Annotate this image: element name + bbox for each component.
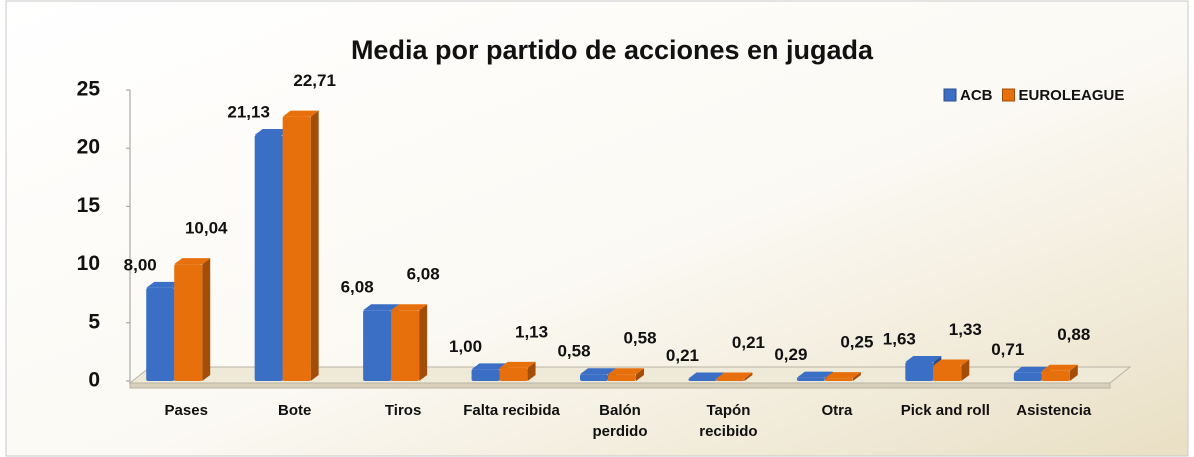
bar-front <box>933 365 962 381</box>
bar-top <box>716 372 753 379</box>
bar <box>174 258 211 381</box>
data-label: 1,63 <box>883 330 916 349</box>
bar-top <box>824 372 861 379</box>
bar-side <box>852 372 861 381</box>
bar-side <box>419 304 428 381</box>
bar-side <box>1069 364 1078 381</box>
bar-top <box>905 356 942 363</box>
bar-front <box>905 362 934 381</box>
data-label: 0,58 <box>557 342 590 361</box>
bar-side <box>744 372 753 381</box>
legend-label: ACB <box>960 87 993 104</box>
bar <box>499 361 536 381</box>
bar-top <box>499 361 536 368</box>
data-label: 21,13 <box>227 103 270 122</box>
data-label: 1,13 <box>515 322 548 341</box>
x-tick-label: Tiros <box>384 402 422 419</box>
bar-front <box>146 287 175 381</box>
bar-front <box>254 135 283 381</box>
bar <box>608 368 644 381</box>
data-label: 0,29 <box>774 345 807 364</box>
bar-front <box>363 310 392 381</box>
bar-front <box>716 378 745 381</box>
data-label: 0,71 <box>991 340 1024 359</box>
bar-side <box>636 368 644 381</box>
legend-swatch <box>943 88 957 102</box>
bar-front <box>688 378 717 381</box>
bar-top <box>608 368 644 375</box>
y-tick-label: 20 <box>77 136 100 159</box>
bar-top <box>174 258 211 265</box>
data-label: 0,88 <box>1057 325 1090 344</box>
bar-side <box>961 359 970 381</box>
bar-top <box>391 304 428 311</box>
bar <box>716 372 753 381</box>
data-label: 1,33 <box>949 320 982 339</box>
floor-edge <box>129 382 1111 389</box>
legend-label: EUROLEAGUE <box>1019 87 1125 104</box>
bar-front <box>499 367 528 381</box>
data-label: 6,08 <box>341 278 374 297</box>
data-label: 22,71 <box>293 71 336 90</box>
bar-side <box>202 258 211 381</box>
chart-title: Media por partido de acciones en jugada <box>351 35 874 65</box>
bar-top <box>1013 366 1050 373</box>
data-label: 6,08 <box>407 265 440 284</box>
y-tick-label: 15 <box>77 194 101 217</box>
x-tick-label: Tapón recibido <box>699 402 758 440</box>
bar-front <box>608 374 636 381</box>
bar-front <box>174 264 203 381</box>
bar <box>391 304 428 381</box>
bar-top <box>688 372 725 379</box>
bar-side <box>527 361 536 381</box>
x-tick-label: Asistencia <box>1016 402 1092 419</box>
bar <box>933 359 970 381</box>
bar <box>282 110 319 381</box>
bar <box>1041 364 1078 381</box>
x-tick-label: Bote <box>277 402 312 419</box>
data-label: 8,00 <box>124 255 157 274</box>
y-tick-label: 10 <box>77 252 100 275</box>
bar-front <box>824 378 853 381</box>
bar <box>824 372 861 381</box>
legend-swatch <box>1002 88 1015 102</box>
bar-front <box>796 377 825 381</box>
x-tick-label: Falta recibida <box>463 402 560 419</box>
bar-top <box>282 110 319 117</box>
x-tick-label: Balón perdido <box>592 402 648 440</box>
data-label: 1,00 <box>449 337 482 356</box>
bar-top <box>580 368 616 375</box>
x-tick-label: Pases <box>164 402 208 419</box>
x-tick-label: Pick and roll <box>900 402 990 419</box>
bar-front <box>391 310 420 381</box>
bar-top <box>363 304 400 311</box>
y-tick-label: 5 <box>88 310 100 333</box>
bar-front <box>580 374 608 381</box>
data-label: 0,21 <box>732 333 765 352</box>
data-label: 0,58 <box>623 329 656 348</box>
y-tick-label: 0 <box>88 369 100 392</box>
bar <box>580 368 616 381</box>
bar-top <box>933 359 970 366</box>
bar-front <box>282 116 311 381</box>
y-tick-label: 25 <box>77 78 101 101</box>
data-label: 0,21 <box>666 346 699 365</box>
data-label: 0,25 <box>840 333 873 352</box>
bar-top <box>796 371 833 378</box>
bar-front <box>1041 370 1070 381</box>
bar-front <box>1013 372 1042 381</box>
bar-front <box>471 369 500 381</box>
data-label: 10,04 <box>185 219 228 238</box>
bar-top <box>1041 364 1078 371</box>
bar-top <box>146 281 183 288</box>
bar-side <box>310 110 319 381</box>
bar-top <box>254 129 291 136</box>
x-tick-label: Otra <box>821 402 853 419</box>
bar-top <box>471 363 508 370</box>
